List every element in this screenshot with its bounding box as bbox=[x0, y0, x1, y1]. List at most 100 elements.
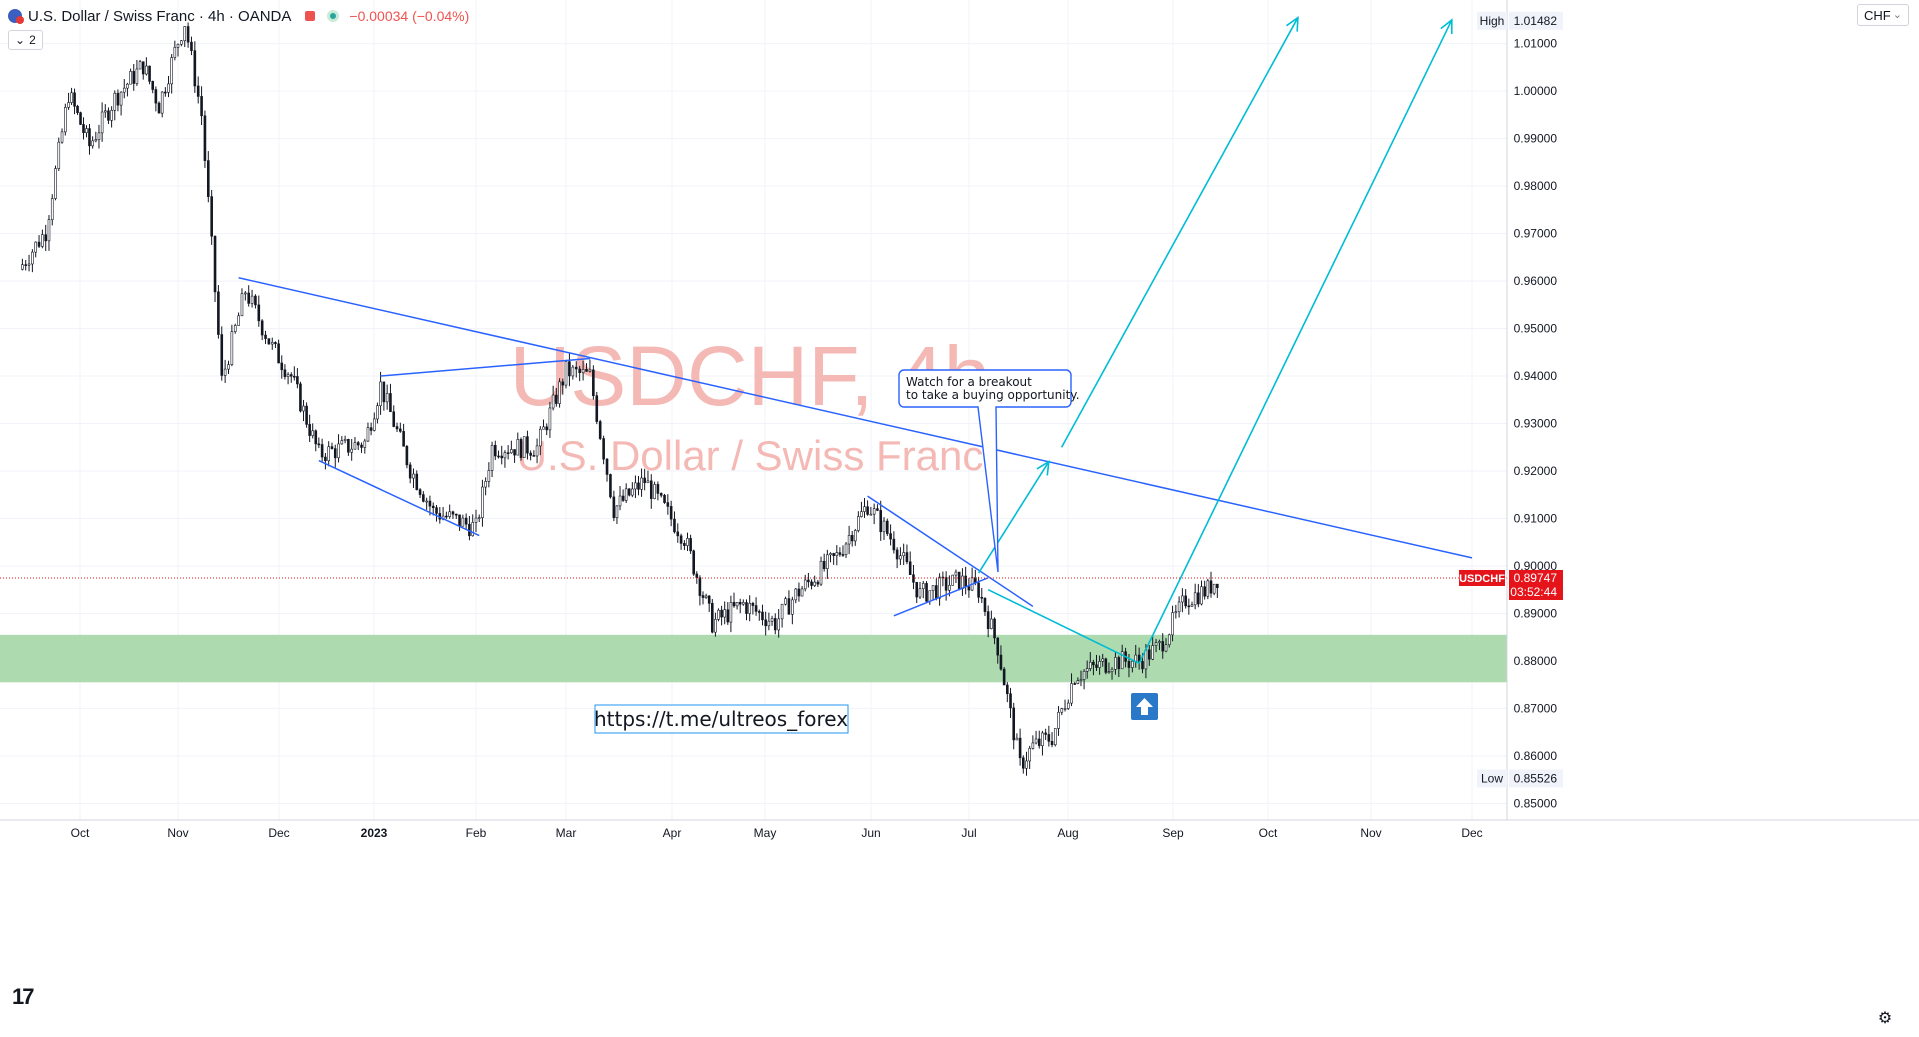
time-axis[interactable]: Oct Nov Dec 2023 Feb Mar Apr May Jun Jul Aug Sep Oct… bbox=[71, 826, 1483, 840]
candle bbox=[392, 405, 396, 428]
candle bbox=[631, 482, 634, 498]
candle bbox=[244, 291, 247, 301]
candle bbox=[422, 491, 425, 503]
candle bbox=[1114, 652, 1117, 675]
candle bbox=[151, 80, 155, 94]
candle bbox=[183, 26, 187, 47]
price-tick-label: 0.95000 bbox=[1514, 322, 1558, 336]
candle bbox=[885, 518, 889, 536]
currency-label: CHF bbox=[1864, 7, 1891, 23]
candle bbox=[1044, 728, 1047, 741]
trend-line[interactable] bbox=[318, 459, 480, 537]
candle bbox=[327, 441, 330, 467]
candle bbox=[94, 131, 98, 143]
gear-icon[interactable]: ⚙ bbox=[1877, 1010, 1893, 1027]
candle bbox=[882, 517, 886, 540]
candle bbox=[257, 295, 261, 327]
candle bbox=[621, 489, 625, 502]
candle bbox=[451, 510, 455, 519]
support-zone[interactable] bbox=[0, 634, 1507, 683]
candle bbox=[350, 438, 353, 461]
chevron-down-icon: ⌄ bbox=[15, 33, 26, 47]
candle bbox=[918, 582, 922, 599]
projection-arrows[interactable] bbox=[977, 15, 1453, 665]
candle bbox=[308, 414, 311, 443]
candle bbox=[317, 437, 321, 449]
candle bbox=[1002, 666, 1006, 686]
projection-arrow[interactable] bbox=[1060, 15, 1299, 448]
up-arrow-icon[interactable] bbox=[1131, 693, 1158, 720]
candle bbox=[76, 104, 79, 115]
currency-selector[interactable]: CHF ⌄ bbox=[1857, 4, 1909, 26]
trend-lines[interactable] bbox=[238, 277, 1473, 617]
candle bbox=[254, 294, 257, 309]
candle bbox=[408, 462, 412, 484]
price-tick-label: 0.99000 bbox=[1514, 132, 1558, 146]
candle bbox=[803, 574, 807, 592]
candle bbox=[356, 440, 360, 451]
candle bbox=[957, 571, 961, 591]
candle bbox=[1063, 699, 1067, 712]
price-axis[interactable]: 1.01000 1.00000 0.99000 0.98000 0.97000 0.960… bbox=[1514, 37, 1558, 811]
link-text[interactable]: https://t.me/ultreos_forex bbox=[594, 707, 848, 731]
alert-marker-icon[interactable] bbox=[305, 11, 316, 21]
candle bbox=[609, 473, 612, 499]
trend-line[interactable] bbox=[893, 577, 989, 617]
candle bbox=[100, 102, 104, 142]
projection-arrow[interactable] bbox=[977, 459, 1050, 574]
candle bbox=[876, 504, 879, 512]
tradingview-logo-icon[interactable]: 17 bbox=[12, 984, 35, 1009]
candle bbox=[54, 165, 57, 201]
candle bbox=[270, 337, 274, 350]
candle bbox=[686, 532, 689, 551]
indicator-count: 2 bbox=[29, 33, 36, 47]
candle bbox=[220, 326, 224, 381]
candle bbox=[1050, 732, 1054, 748]
symbol-title[interactable]: U.S. Dollar / Swiss Franc · 4h · OANDA bbox=[28, 7, 292, 25]
candle bbox=[983, 597, 987, 616]
candle bbox=[850, 530, 854, 547]
candle bbox=[592, 365, 595, 400]
candle bbox=[363, 438, 367, 454]
candle bbox=[213, 235, 217, 303]
indicators-toggle[interactable]: ⌄ 2 bbox=[8, 30, 43, 50]
candle bbox=[193, 41, 197, 93]
candle bbox=[754, 597, 758, 616]
trend-line[interactable] bbox=[380, 357, 590, 377]
projection-path[interactable] bbox=[987, 588, 1140, 665]
candle bbox=[1158, 639, 1161, 651]
candle bbox=[643, 468, 646, 491]
candle bbox=[217, 285, 220, 339]
link-label[interactable]: https://t.me/ultreos_forex bbox=[594, 704, 849, 734]
candle bbox=[1184, 589, 1187, 609]
low-badge-label: Low bbox=[1481, 771, 1503, 785]
candle bbox=[247, 285, 250, 307]
candle bbox=[1085, 660, 1089, 679]
candle bbox=[67, 92, 70, 110]
candle bbox=[1193, 583, 1197, 610]
candle bbox=[1187, 598, 1191, 615]
candle bbox=[777, 608, 780, 638]
callout-line1: Watch for a breakout bbox=[906, 375, 1032, 389]
candle bbox=[320, 438, 324, 463]
candle bbox=[1200, 580, 1203, 606]
projection-arrow[interactable] bbox=[1138, 18, 1453, 664]
candle bbox=[70, 87, 73, 105]
candle bbox=[337, 434, 340, 463]
candle bbox=[138, 59, 142, 70]
price-tick-label: 0.88000 bbox=[1514, 654, 1558, 668]
candle bbox=[516, 432, 520, 456]
candle bbox=[497, 450, 500, 459]
trend-line[interactable] bbox=[867, 495, 1034, 607]
candle bbox=[646, 470, 650, 484]
candle bbox=[160, 91, 164, 118]
price-tick-label: 0.96000 bbox=[1514, 274, 1558, 288]
candle bbox=[190, 36, 193, 56]
candle bbox=[311, 423, 315, 439]
candle bbox=[1082, 669, 1086, 690]
price-tick-label: 0.97000 bbox=[1514, 227, 1558, 241]
candle bbox=[1028, 745, 1031, 770]
trend-line[interactable] bbox=[238, 277, 1473, 559]
